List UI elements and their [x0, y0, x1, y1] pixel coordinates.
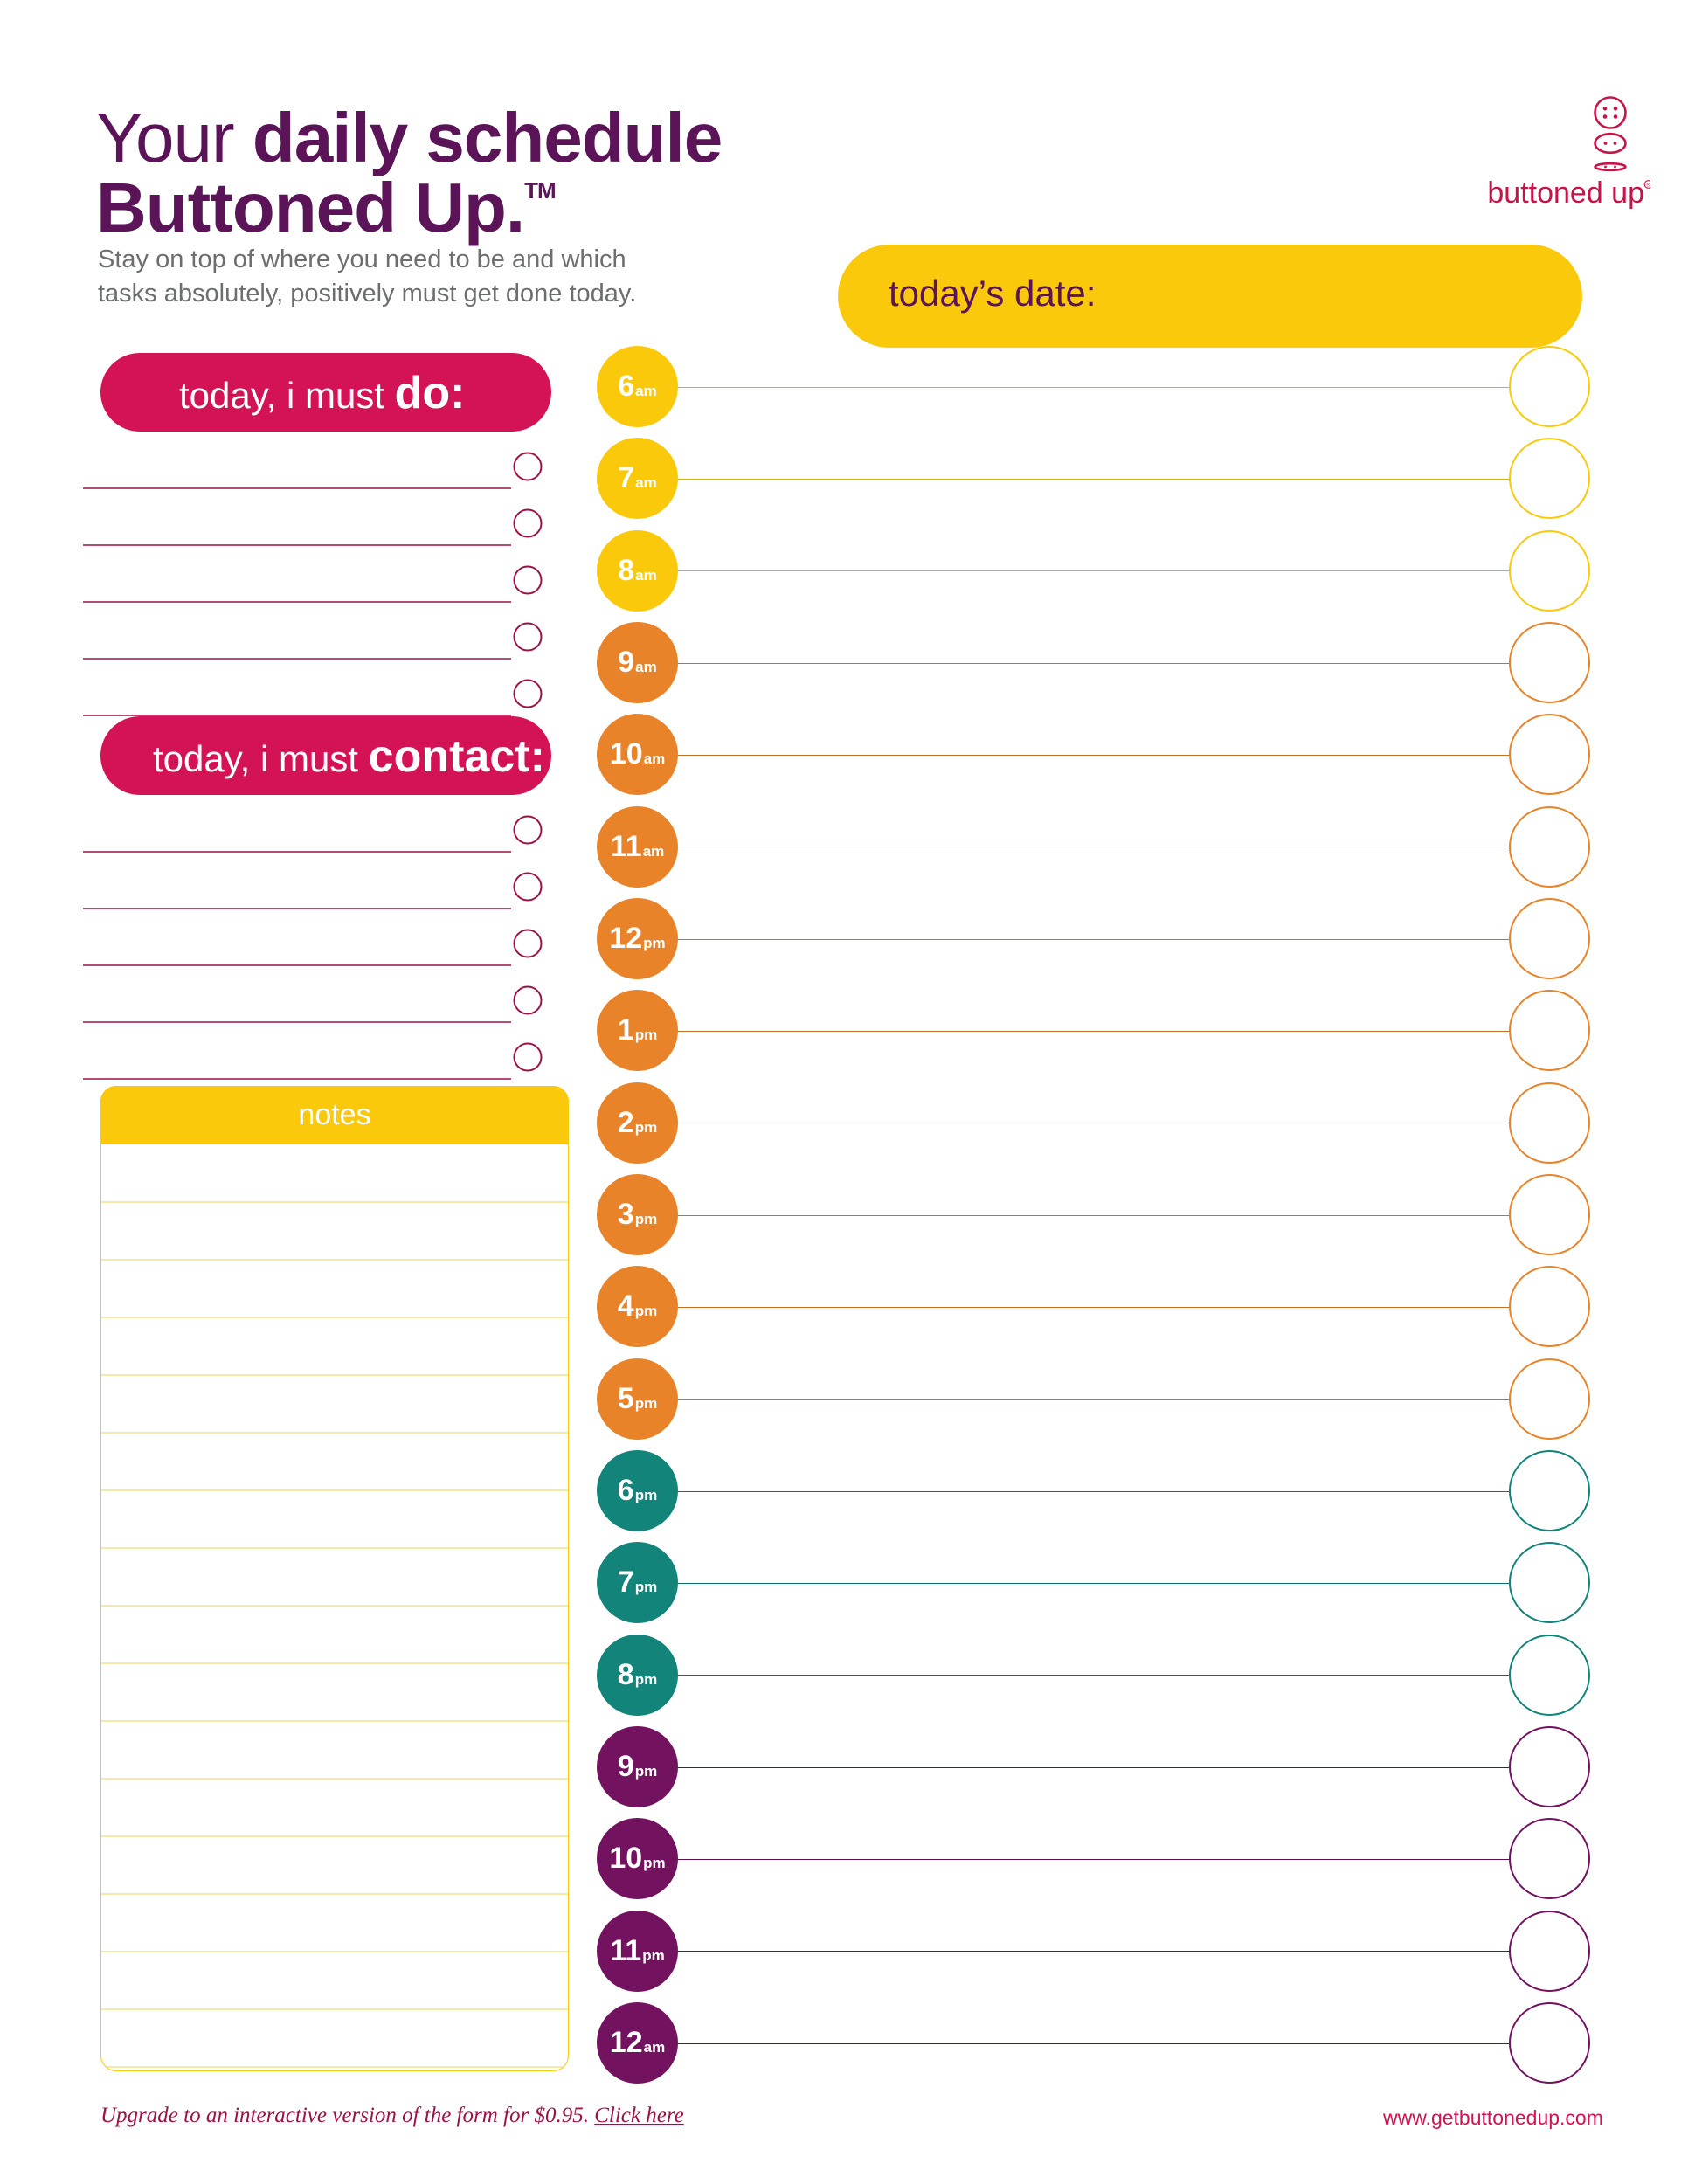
svg-text:buttoned up: buttoned up — [1487, 176, 1644, 210]
svg-text:®: ® — [1646, 183, 1650, 189]
